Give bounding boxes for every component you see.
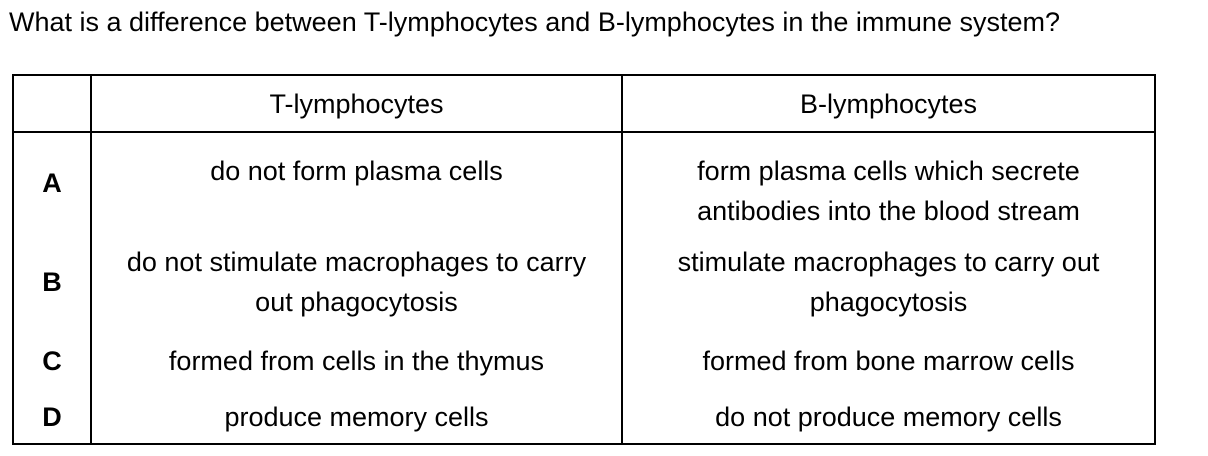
header-letter-cell (12, 74, 92, 133)
option-row-d: D produce memory cells do not produce me… (12, 390, 1156, 445)
option-row-c: C formed from cells in the thymus formed… (12, 332, 1156, 390)
option-c-b-text: formed from bone marrow cells (621, 332, 1156, 390)
header-t-lymphocytes: T-lymphocytes (90, 74, 623, 133)
option-d-t-text: produce memory cells (90, 390, 623, 445)
option-c-t-text: formed from cells in the thymus (90, 332, 623, 390)
option-a-b-cell: form plasma cells which secrete antibodi… (621, 132, 1156, 232)
option-b-b-text: stimulate macrophages to carry out phago… (677, 247, 1100, 317)
table-header-row: T-lymphocytes B-lymphocytes (12, 74, 1156, 133)
option-letter-c: C (12, 332, 92, 390)
option-letter-b: B (12, 232, 92, 332)
option-row-b: B do not stimulate macrophages to carry … (12, 232, 1156, 332)
option-b-t-cell: do not stimulate macrophages to carry ou… (90, 232, 623, 332)
option-d-b-text: do not produce memory cells (621, 390, 1156, 445)
option-a-t-text: do not form plasma cells (210, 156, 503, 186)
header-b-lymphocytes: B-lymphocytes (621, 74, 1156, 133)
option-a-b-text: form plasma cells which secrete antibodi… (697, 156, 1080, 226)
option-a-t-cell: do not form plasma cells (90, 132, 623, 232)
answer-options-table: T-lymphocytes B-lymphocytes A do not for… (12, 74, 1156, 445)
option-b-b-cell: stimulate macrophages to carry out phago… (621, 232, 1156, 332)
option-b-t-text: do not stimulate macrophages to carry ou… (126, 247, 587, 317)
option-letter-d: D (12, 390, 92, 445)
question-text: What is a difference between T-lymphocyt… (9, 7, 1060, 37)
option-row-a: A do not form plasma cells form plasma c… (12, 132, 1156, 232)
option-letter-a: A (12, 132, 92, 232)
